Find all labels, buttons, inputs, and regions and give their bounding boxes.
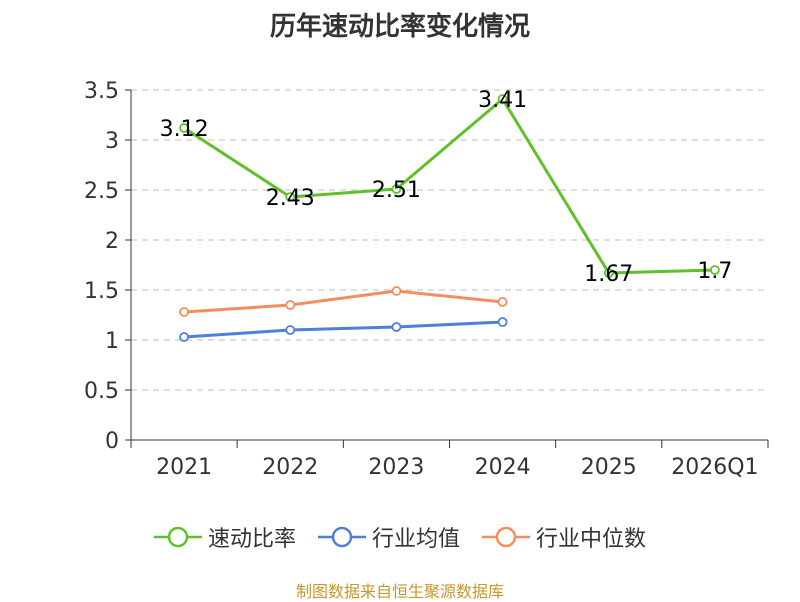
legend-item-industry-median[interactable]: 行业中位数 [482,521,646,553]
legend-line-icon [482,526,530,548]
series-line [183,289,503,314]
x-tick-label: 2021 [156,455,212,480]
data-point [179,123,189,133]
y-tick-label: 1 [105,329,119,354]
data-label: 3.41 [478,88,527,113]
data-point [391,184,402,194]
x-tick-label: 2023 [368,455,424,480]
data-point [285,325,296,335]
y-tick-label: 0 [105,429,119,454]
legend-line-icon [153,526,202,548]
data-point [603,268,614,278]
y-tick-label: 3.5 [84,79,119,104]
label-layer: 3.12 2.43 2.51 3.41 1.67 1.7 [160,88,733,287]
data-label: 1.7 [697,259,732,284]
source-note: 制图数据来自恒生聚源数据库 [295,582,504,601]
legend-item-quick-ratio[interactable]: 速动比率 [153,521,296,553]
series-line [183,320,503,339]
legend: 速动比率 行业均值 行业中位数 [0,520,800,554]
y-tick-label: 3 [105,129,119,154]
legend-line-icon [317,526,366,548]
y-tick-label: 0.5 [84,379,119,404]
series-line [183,97,715,275]
y-tick-label: 1.5 [84,279,119,304]
data-point [285,300,296,310]
grid-layer [131,89,768,391]
data-point [497,297,508,307]
x-tick-label: 2026Q1 [671,455,758,480]
data-point [391,322,402,332]
y-tick-label: 2 [105,229,119,254]
legend-label: 行业中位数 [536,527,647,552]
chart-title: 历年速动比率变化情况 [269,12,530,42]
y-tick-label: 2.5 [84,179,119,204]
data-label: 2.51 [372,178,421,203]
data-label: 2.43 [266,186,315,211]
x-tick-label: 2024 [475,455,531,480]
legend-item-industry-mean[interactable]: 行业均值 [317,521,460,553]
series-layer [179,94,720,342]
data-point [710,265,720,275]
data-point [391,286,402,296]
data-label: 1.67 [584,262,633,287]
x-tick-label: 2022 [262,455,318,480]
legend-label: 行业均值 [371,527,460,552]
x-tick-label: 2025 [581,455,637,480]
data-point [497,94,508,104]
data-point [285,192,296,202]
data-label: 3.12 [160,117,209,142]
data-point [497,317,508,327]
data-point [179,307,189,317]
legend-label: 速动比率 [207,527,296,552]
data-point [179,332,189,342]
axis-layer: 0 0.5 1 1.5 2 2.5 3 3.5 2021 2022 2023 2024 2025 2026… [84,79,769,480]
